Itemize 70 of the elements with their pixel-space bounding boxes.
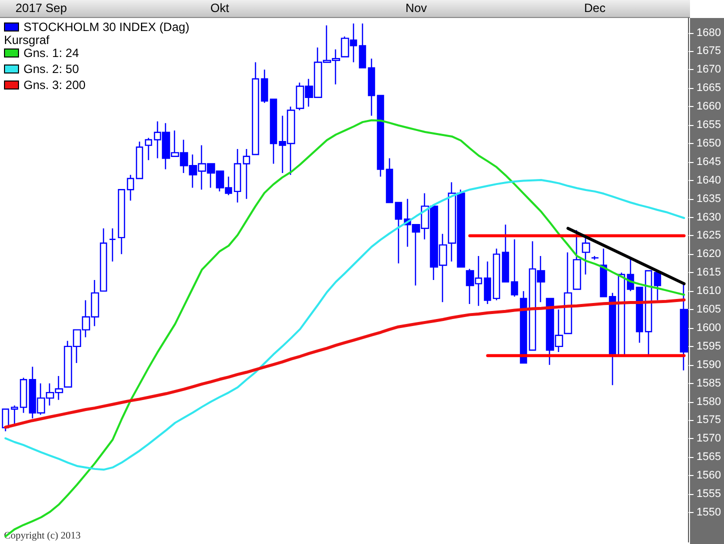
x-tick-label: Nov [406,1,427,15]
x-tick-label: 2017 Sep [15,1,68,15]
y-tick-label: 1625 [696,230,722,242]
legend-label: Gns. 3: 200 [24,78,86,92]
legend-label: Gns. 1: 24 [24,46,80,60]
y-tick-label: 1590 [696,358,722,371]
y-tick-label: 1585 [696,377,722,390]
candlestick [394,202,402,264]
y-tick-label: 1660 [696,100,722,113]
candlestick [358,22,366,68]
y-tick-label: 1675 [696,45,722,58]
y-tick-label: 1570 [696,432,722,445]
candlestick [510,238,518,298]
candlestick [126,174,134,202]
candlestick [600,248,608,298]
annotation: Copyright (c) 2013 [4,530,81,542]
candlestick [242,148,250,200]
candlestick [118,188,126,255]
y-tick-label: 1640 [696,174,722,186]
y-tick-label: 1605 [696,304,722,316]
y-tick-label: 1610 [696,285,722,298]
line-series [4,298,686,429]
candlestick [608,292,616,386]
legend-label: Gns. 2: 50 [24,62,80,76]
candlestick [234,148,242,204]
y-tick-label: 1565 [696,451,722,464]
candlestick [572,230,582,290]
candlestick [10,404,18,425]
y-tick-label: 1615 [696,266,722,279]
candlestick [582,236,590,276]
candlestick [636,286,644,344]
candlestick [270,98,278,164]
candlestick [368,58,376,116]
legend-label: STOCKHOLM 30 INDEX (Dag) [24,20,190,34]
candlestick [252,62,260,156]
candlestick [136,141,144,180]
candlestick [260,69,268,104]
candlestick [484,260,492,305]
candlestick [502,224,510,282]
y-tick-label: 1600 [696,322,722,334]
y-tick-label: 1645 [696,156,722,168]
candlestick [654,272,662,301]
candlestick [108,228,116,262]
y-tick-label: 1670 [696,64,722,76]
candlestick [590,255,600,260]
y-tick-label: 1555 [696,488,722,500]
y-tick-label: 1595 [696,340,722,352]
candlestick [492,248,500,301]
legend-title: Kursgraf [4,33,50,47]
y-tick-label: 1655 [696,119,722,132]
x-tick-label: Okt [210,1,230,15]
candlestick [564,252,572,334]
candlestick [144,137,152,161]
y-tick-label: 1560 [696,470,722,482]
y-tick-label: 1620 [696,248,722,260]
y-tick-label: 1580 [696,396,722,408]
candlestick [100,228,108,292]
y-tick-label: 1630 [696,211,722,224]
y-tick-label: 1650 [696,137,722,150]
candlestick [644,270,652,356]
y-tick-label: 1575 [696,414,722,426]
line-series [4,178,686,471]
candlestick [386,158,394,204]
y-tick-label: 1635 [696,192,722,205]
y-tick-label: 1680 [696,26,722,39]
y-tick-label: 1665 [696,82,722,94]
y-tick-label: 1550 [696,506,722,518]
candlestick [376,94,384,178]
candlestick [20,377,28,414]
x-tick-label: Dec [584,1,606,15]
